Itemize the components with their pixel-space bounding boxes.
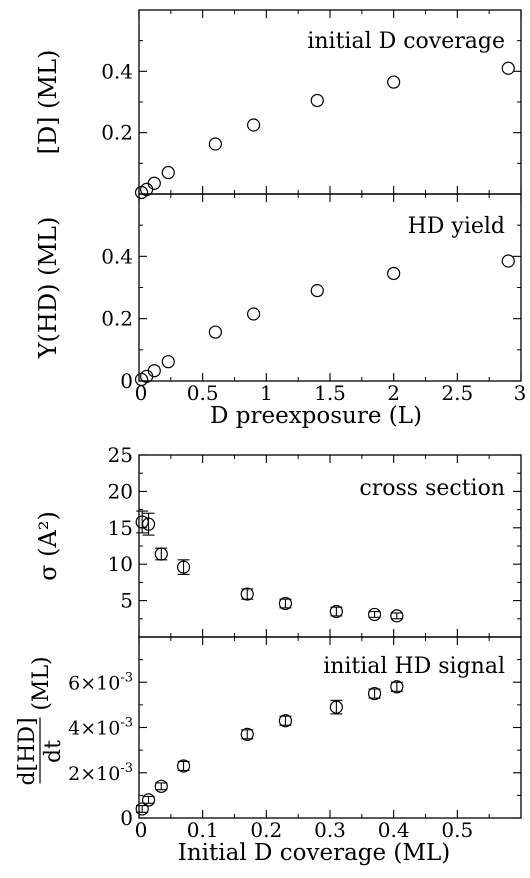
y-axis-label: Y(HD) (ML) — [34, 217, 62, 360]
x-tick-label: 0 — [135, 381, 148, 405]
y-tick-label: 0 — [120, 369, 133, 393]
x-tick-label: 2.5 — [441, 381, 473, 405]
panel-2: 0 0.2 0.4 0 0.5 1 1.5 2 2.5 3 D preexposure (L) HD … — [34, 193, 527, 429]
data-point — [161, 355, 175, 369]
data-point — [161, 165, 175, 180]
data-point — [154, 779, 168, 793]
panel-title: initial HD signal — [323, 654, 505, 679]
x-tick-label: 1 — [260, 381, 273, 405]
data-point — [176, 560, 191, 574]
y-tick-label: 15 — [108, 516, 133, 540]
data-point — [367, 607, 382, 622]
panel-3: 5 10 15 20 25 cross section σ (A²) — [34, 443, 522, 638]
panel-title: initial D coverage — [307, 29, 505, 54]
data-point — [208, 325, 222, 339]
x-tick-label: 1.5 — [314, 381, 346, 405]
y-tick-label: 5 — [120, 589, 133, 613]
data-point — [208, 137, 222, 151]
data-point — [240, 587, 254, 601]
data-point — [154, 547, 168, 561]
y-tick-label: 0.2 — [101, 307, 133, 331]
y-tick-label: 2×10-3 — [68, 761, 133, 785]
y-label-denominator: dt — [41, 740, 66, 763]
x-axis-label: Initial D coverage (ML) — [178, 840, 450, 866]
data-point — [387, 266, 401, 281]
y-tick-label: 0.4 — [101, 244, 133, 268]
x-tick-label: 0.5 — [187, 381, 219, 405]
x-tick-label: 0.5 — [441, 818, 473, 842]
y-tick-label: 10 — [108, 552, 133, 576]
data-point — [329, 700, 343, 714]
x-tick-label: 2 — [387, 381, 400, 405]
y-tick-label: 20 — [108, 479, 133, 503]
data-point — [141, 517, 156, 531]
data-point — [329, 604, 343, 619]
data-point — [240, 727, 254, 741]
data-point — [278, 714, 293, 728]
data-point — [390, 609, 404, 623]
x-axis-label: D preexposure (L) — [210, 403, 422, 429]
y-tick-label: 25 — [108, 443, 133, 467]
x-tick-label: 0.4 — [378, 818, 410, 842]
y-axis-label: σ (A²) — [34, 511, 62, 581]
data-point — [247, 118, 261, 132]
x-tick-label: 0 — [135, 818, 148, 842]
y-axis-label: [D] (ML) — [34, 50, 62, 155]
x-tick-label: 3 — [514, 381, 527, 405]
y-tick-label: 6×10-3 — [68, 670, 133, 694]
data-point — [310, 284, 324, 298]
x-tick-label: 0.2 — [250, 818, 282, 842]
panel-title: cross section — [359, 476, 505, 501]
y-tick-label: 0.4 — [101, 59, 133, 83]
x-tick-label: 0.1 — [187, 818, 219, 842]
panel-1: 0.2 0.4 initial D coverage [D] (ML) — [34, 9, 522, 200]
y-label-numerator: d[HD] — [15, 717, 40, 785]
data-point — [501, 254, 515, 268]
y-axis-label: d[HD] dt (ML) — [15, 656, 66, 785]
panel-4: 0 2×10-3 4×10-3 6×10-3 0 0.1 0.2 0.3 0.4 0.5Initi… — [15, 636, 522, 866]
y-tick-label: 4×10-3 — [68, 716, 133, 740]
y-tick-label: 0.2 — [101, 121, 133, 145]
data-point — [310, 93, 324, 108]
panel-title: HD yield — [408, 214, 505, 239]
data-point — [501, 61, 515, 75]
data-point — [141, 793, 156, 807]
data-point — [247, 307, 261, 321]
data-point — [147, 364, 161, 378]
x-tick-label: 0.3 — [314, 818, 346, 842]
data-point — [278, 596, 293, 611]
data-point — [367, 686, 382, 701]
data-point — [135, 802, 149, 816]
data-point — [387, 75, 401, 89]
data-point — [390, 680, 404, 694]
y-label-unit: (ML) — [29, 656, 54, 710]
data-point — [176, 759, 191, 773]
data-point — [147, 176, 161, 190]
y-tick-label: 0 — [120, 806, 133, 830]
